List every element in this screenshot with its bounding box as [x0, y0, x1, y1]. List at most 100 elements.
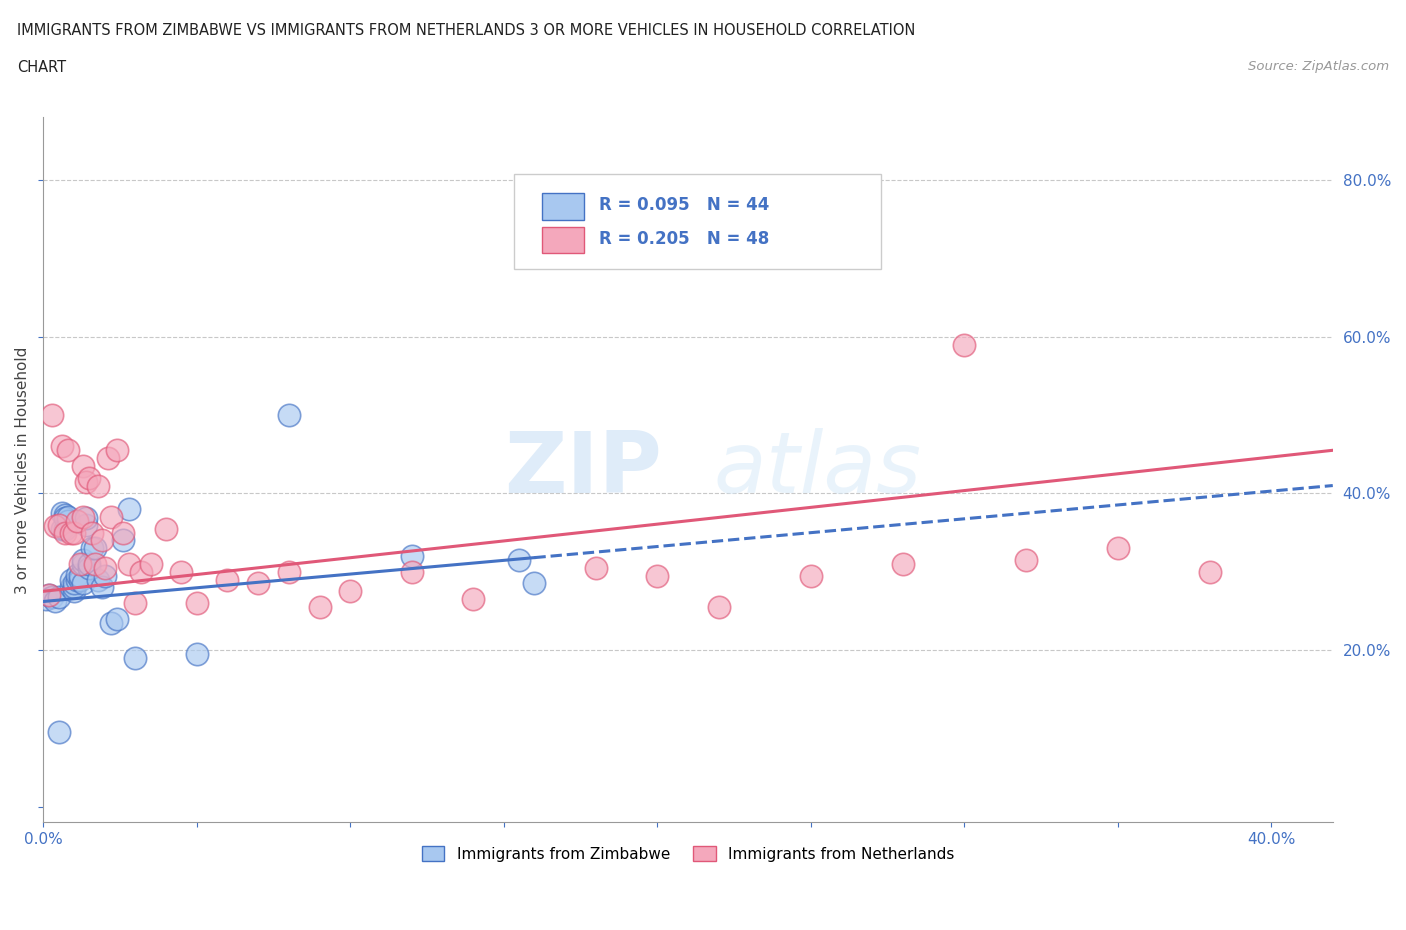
Point [105, 443, 128, 458]
Point [523, 576, 546, 591]
Point [53, 521, 76, 536]
Point [77, 471, 100, 485]
Point [72, 576, 94, 591]
Point [124, 595, 146, 610]
Point [48, 517, 70, 532]
Point [66, 513, 89, 528]
Point [82, 540, 104, 555]
Point [51, 521, 73, 536]
Point [155, 521, 177, 536]
Point [90, 533, 112, 548]
Text: atlas: atlas [714, 429, 922, 512]
Point [1107, 540, 1129, 555]
Text: IMMIGRANTS FROM ZIMBABWE VS IMMIGRANTS FROM NETHERLANDS 3 OR MORE VEHICLES IN HO: IMMIGRANTS FROM ZIMBABWE VS IMMIGRANTS F… [17, 23, 915, 38]
Point [87, 572, 110, 587]
Point [112, 533, 135, 548]
Point [523, 239, 546, 254]
FancyBboxPatch shape [513, 174, 882, 269]
Point [77, 556, 100, 571]
Point [75, 474, 97, 489]
Point [56, 510, 79, 525]
Point [56, 513, 79, 528]
Point [63, 525, 86, 540]
Point [38, 588, 60, 603]
Point [100, 616, 122, 631]
Point [118, 501, 141, 516]
Point [51, 439, 73, 454]
Point [48, 590, 70, 604]
Point [75, 511, 97, 525]
Point [72, 552, 94, 567]
Point [1015, 552, 1038, 567]
Point [51, 506, 73, 521]
Point [59, 572, 82, 587]
Point [100, 510, 122, 525]
Text: Source: ZipAtlas.com: Source: ZipAtlas.com [1249, 60, 1389, 73]
Point [139, 556, 162, 571]
Point [69, 572, 91, 587]
Point [41, 407, 63, 422]
FancyBboxPatch shape [543, 227, 583, 253]
Point [84, 556, 107, 571]
Point [75, 517, 97, 532]
Point [53, 511, 76, 525]
Point [90, 580, 112, 595]
Legend: Immigrants from Zimbabwe, Immigrants from Netherlands: Immigrants from Zimbabwe, Immigrants fro… [415, 840, 960, 868]
Point [72, 556, 94, 571]
Point [82, 525, 104, 540]
Y-axis label: 3 or more Vehicles in Household: 3 or more Vehicles in Household [15, 346, 30, 593]
Point [44, 519, 66, 534]
Point [93, 561, 115, 576]
Point [44, 594, 66, 609]
Point [63, 580, 86, 595]
Point [401, 549, 423, 564]
Point [97, 451, 120, 466]
Point [124, 650, 146, 665]
Point [66, 567, 89, 582]
Point [72, 458, 94, 473]
Point [585, 561, 607, 576]
Point [800, 568, 823, 583]
Point [186, 595, 208, 610]
Point [69, 556, 91, 571]
Point [118, 556, 141, 571]
Point [508, 552, 530, 567]
Point [645, 568, 668, 583]
Point [186, 646, 208, 661]
Point [277, 565, 299, 579]
Point [1199, 565, 1222, 579]
Point [247, 576, 270, 591]
Point [66, 572, 89, 587]
Point [131, 565, 153, 579]
Point [63, 576, 86, 591]
Point [953, 337, 976, 352]
Point [72, 510, 94, 525]
Point [53, 508, 76, 523]
Point [87, 478, 110, 493]
Text: CHART: CHART [17, 60, 66, 75]
Point [277, 407, 299, 422]
Point [170, 565, 193, 579]
Point [461, 591, 484, 606]
Point [891, 556, 914, 571]
Point [217, 572, 239, 587]
Point [59, 525, 82, 540]
Point [63, 584, 86, 599]
Point [59, 580, 82, 595]
Point [93, 568, 115, 583]
Point [53, 525, 76, 540]
Point [56, 443, 79, 458]
Text: R = 0.095   N = 44: R = 0.095 N = 44 [599, 196, 769, 215]
Point [401, 565, 423, 579]
Point [707, 600, 730, 615]
Point [35, 591, 58, 606]
Point [84, 540, 107, 555]
Point [308, 600, 330, 615]
Point [41, 590, 63, 604]
Point [69, 568, 91, 583]
FancyBboxPatch shape [543, 193, 583, 219]
Point [339, 584, 361, 599]
Point [77, 561, 100, 576]
Point [38, 588, 60, 603]
Point [112, 525, 135, 540]
